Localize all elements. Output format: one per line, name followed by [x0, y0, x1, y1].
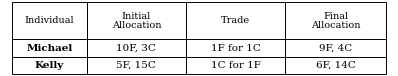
Bar — [87, 57, 186, 74]
Text: 10F, 3C: 10F, 3C — [116, 43, 156, 53]
Bar — [12, 39, 87, 57]
Bar — [186, 57, 285, 74]
Text: Trade: Trade — [221, 16, 250, 25]
Bar — [12, 57, 87, 74]
Text: Michael: Michael — [26, 43, 72, 53]
Bar — [285, 57, 386, 74]
Text: Final
Allocation: Final Allocation — [311, 11, 360, 30]
Text: 9F, 4C: 9F, 4C — [319, 43, 352, 53]
Text: Individual: Individual — [25, 16, 74, 25]
Bar — [87, 2, 186, 39]
Bar — [285, 2, 386, 39]
Bar — [186, 39, 285, 57]
Bar — [12, 2, 87, 39]
Text: 6F, 14C: 6F, 14C — [316, 61, 355, 70]
Text: 5F, 15C: 5F, 15C — [116, 61, 156, 70]
Bar — [87, 39, 186, 57]
Bar — [186, 2, 285, 39]
Text: 1F for 1C: 1F for 1C — [211, 43, 260, 53]
Text: Initial
Allocation: Initial Allocation — [111, 11, 161, 30]
Text: 1C for 1F: 1C for 1F — [211, 61, 260, 70]
Text: Kelly: Kelly — [35, 61, 64, 70]
Bar — [285, 39, 386, 57]
